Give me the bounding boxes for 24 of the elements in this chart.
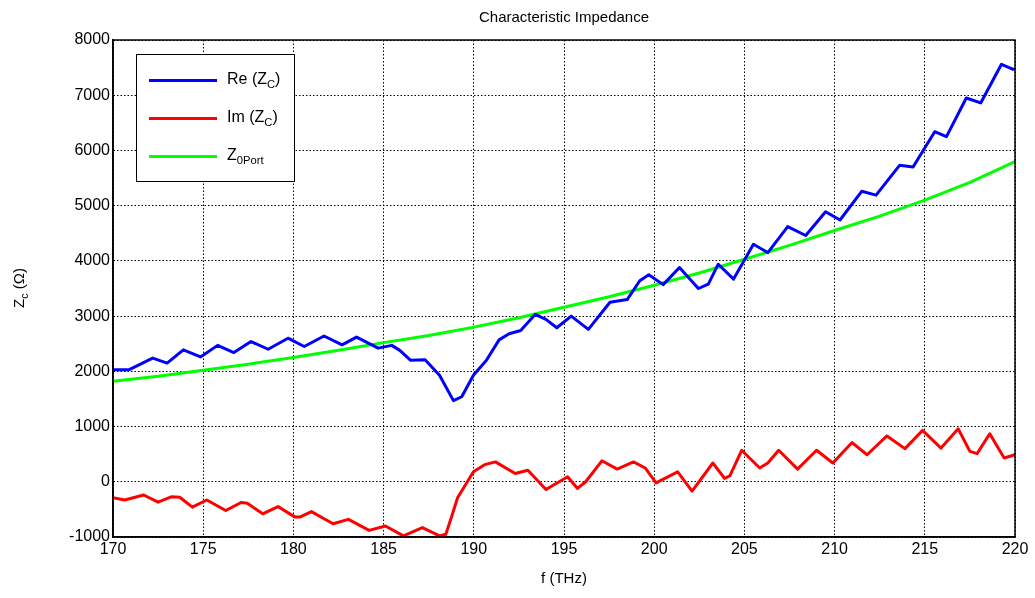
y-tick-label: 5000 <box>74 196 111 214</box>
y-tick-label: 4000 <box>74 251 111 269</box>
x-tick-label: 170 <box>99 540 127 558</box>
x-tick-label: 210 <box>821 540 849 558</box>
y-tick-label: 6000 <box>74 140 111 158</box>
x-tick-label: 175 <box>189 540 217 558</box>
y-tick-label: 1000 <box>74 416 111 434</box>
legend-label: Im (Z$_{C}$) <box>227 107 278 129</box>
x-tick-label: 195 <box>550 540 578 558</box>
y-tick-label: 8000 <box>74 30 111 48</box>
x-tick-label: 220 <box>1001 540 1029 558</box>
x-tick-label: 200 <box>640 540 668 558</box>
legend-label: Re (Z$_{C}$) <box>227 69 281 91</box>
x-tick-label: 185 <box>370 540 398 558</box>
x-tick-label: 190 <box>460 540 488 558</box>
y-tick-label: 7000 <box>74 85 111 103</box>
x-tick-label: 180 <box>280 540 307 558</box>
y-tick-label: 0 <box>101 472 111 490</box>
x-tick-label: 215 <box>911 540 939 558</box>
y-tick-label: 2000 <box>74 361 111 379</box>
y-tick-label: 3000 <box>74 306 111 324</box>
chart-title: Characteristic Impedance <box>477 8 651 25</box>
x-axis-title: f (THz) <box>540 569 588 586</box>
x-tick-label: 205 <box>731 540 758 558</box>
